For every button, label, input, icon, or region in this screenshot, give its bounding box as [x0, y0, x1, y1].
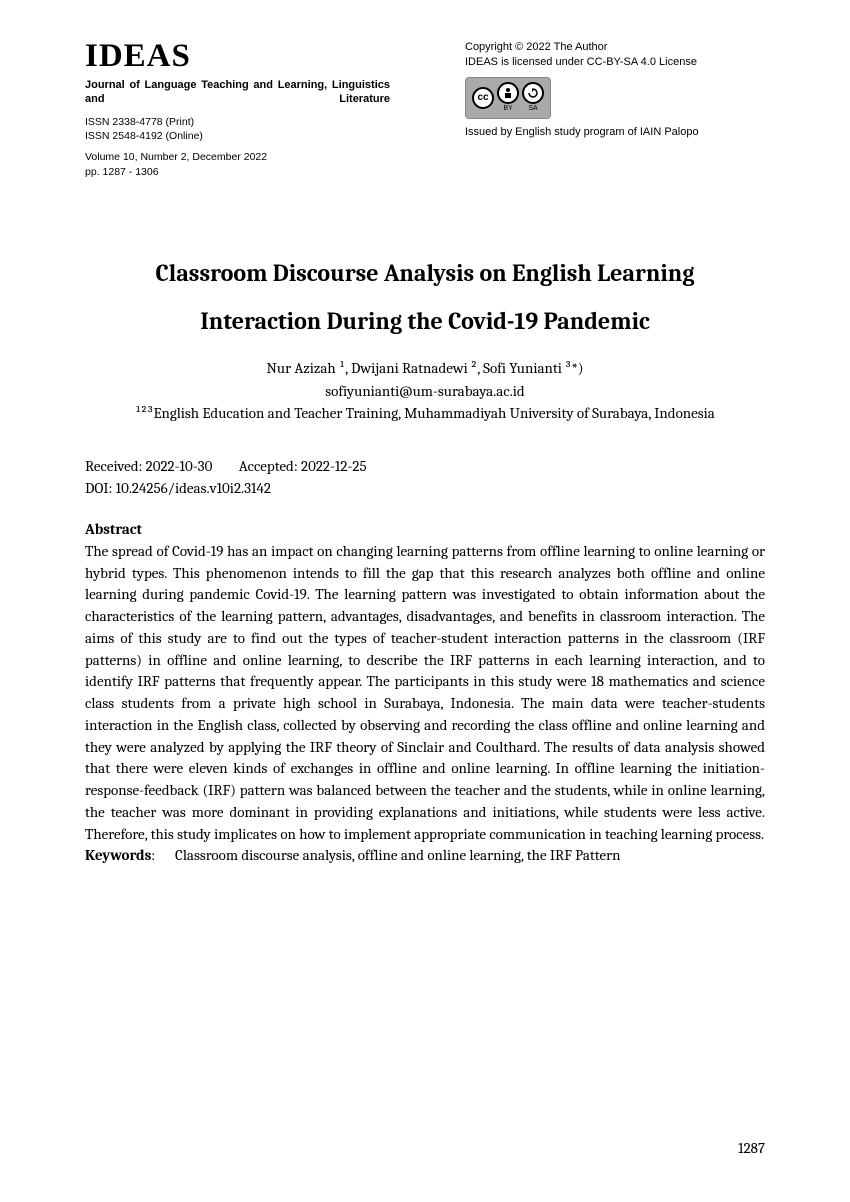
- license-line: IDEAS is licensed under CC-BY-SA 4.0 Lic…: [465, 55, 765, 70]
- authors-line: Nur Azizah ¹, Dwijani Ratnadewi ², Sofi …: [85, 357, 765, 380]
- keywords-text: Classroom discourse analysis, offline an…: [175, 846, 620, 864]
- issn-print: ISSN 2338-4778 (Print): [85, 115, 390, 130]
- paper-title: Classroom Discourse Analysis on English …: [85, 249, 765, 345]
- title-line-1: Classroom Discourse Analysis on English …: [85, 249, 765, 297]
- doi-label: DOI:: [85, 479, 112, 497]
- pages-line: pp. 1287 - 1306: [85, 165, 390, 180]
- abstract-section: Abstract The spread of Covid-19 has an i…: [85, 520, 765, 867]
- abstract-heading: Abstract: [85, 520, 765, 538]
- received-date: 2022-10-30: [146, 457, 213, 475]
- doi-line: DOI: 10.24256/ideas.v10i2.3142: [85, 477, 765, 500]
- issn-block: ISSN 2338-4778 (Print) ISSN 2548-4192 (O…: [85, 115, 390, 144]
- accepted-date: 2022-12-25: [301, 457, 367, 475]
- title-line-2: Interaction During the Covid-19 Pandemic: [85, 297, 765, 345]
- issn-online: ISSN 2548-4192 (Online): [85, 129, 390, 144]
- dates-line: Received: 2022-10-30 Accepted: 2022-12-2…: [85, 455, 765, 478]
- keywords-label: Keywords: [85, 846, 151, 864]
- title-block: Classroom Discourse Analysis on English …: [85, 249, 765, 425]
- header-left: IDEAS Journal of Language Teaching and L…: [85, 40, 390, 179]
- cc-badge: cc BY SA: [465, 77, 551, 119]
- journal-name: IDEAS: [85, 40, 390, 73]
- volume-info: Volume 10, Number 2, December 2022 pp. 1…: [85, 150, 390, 179]
- cc-icons-row: cc BY SA: [472, 82, 544, 114]
- accepted-label: Accepted:: [239, 457, 298, 475]
- header-right: Copyright © 2022 The Author IDEAS is lic…: [465, 40, 765, 140]
- email-line: sofiyunianti@um-surabaya.ac.id: [85, 380, 765, 403]
- cc-icon-by: BY: [497, 82, 519, 114]
- dates-block: Received: 2022-10-30 Accepted: 2022-12-2…: [85, 455, 765, 500]
- journal-subtitle: Journal of Language Teaching and Learnin…: [85, 78, 390, 107]
- volume-line: Volume 10, Number 2, December 2022: [85, 150, 390, 165]
- page-number: 1287: [738, 1139, 765, 1157]
- header-row: IDEAS Journal of Language Teaching and L…: [85, 40, 765, 179]
- affiliation-line: ¹²³English Education and Teacher Trainin…: [85, 402, 765, 425]
- abstract-text: The spread of Covid-19 has an impact on …: [85, 541, 765, 846]
- issued-by-line: Issued by English study program of IAIN …: [465, 125, 765, 140]
- copyright-line: Copyright © 2022 The Author: [465, 40, 765, 55]
- keywords-line: Keywords: Classroom discourse analysis, …: [85, 845, 765, 867]
- cc-icon-sa: SA: [522, 82, 544, 114]
- received-label: Received:: [85, 457, 142, 475]
- doi-value: 10.24256/ideas.v10i2.3142: [116, 479, 271, 497]
- cc-icon-cc: cc: [472, 87, 494, 109]
